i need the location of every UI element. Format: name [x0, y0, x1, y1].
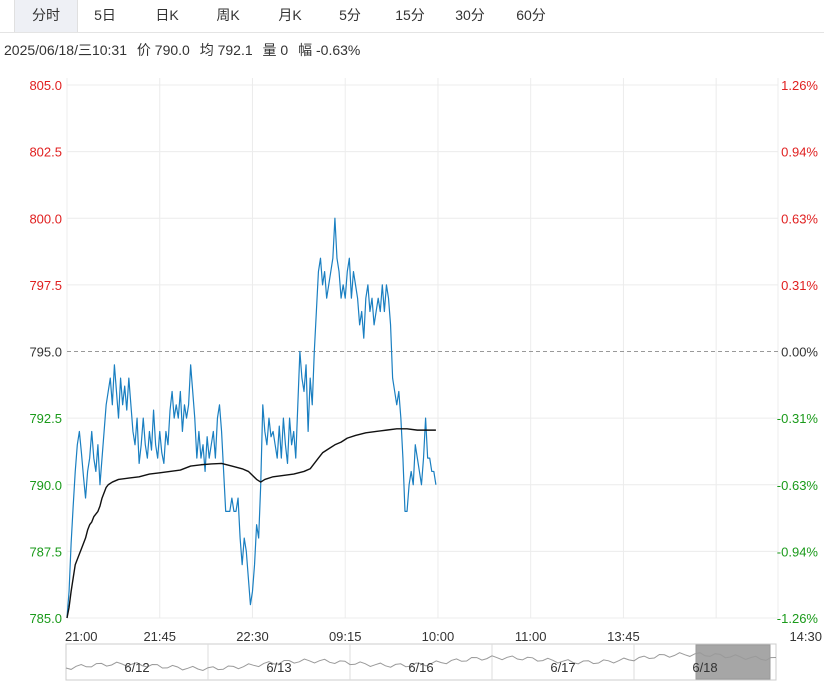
y-tick-label: 805.0: [29, 78, 62, 93]
x-tick-label: 14:30: [789, 629, 822, 644]
tab-monthly-k[interactable]: 月K: [278, 7, 302, 23]
x-tick-label: 13:45: [607, 629, 640, 644]
y-tick-label: 787.5: [29, 544, 62, 559]
quote-price: 价 790.0: [136, 42, 190, 58]
navigator-date-label: 6/18: [692, 660, 717, 675]
y-pct-label: 0.31%: [781, 278, 818, 293]
y-tick-label: 790.0: [29, 478, 62, 493]
y-pct-label: -1.26%: [777, 611, 819, 626]
y-pct-label: 1.26%: [781, 78, 818, 93]
navigator-frame: [65, 643, 777, 681]
y-tick-label: 795.0: [29, 345, 62, 360]
x-tick-label: 09:15: [329, 629, 362, 644]
y-tick-label: 802.5: [29, 145, 62, 160]
period-tabs: 分时 5日 日K 周K 月K 5分 15分 30分 60分: [0, 0, 824, 33]
y-tick-label: 785.0: [29, 611, 62, 626]
average-series-line: [66, 428, 436, 619]
y-tick-label: 797.5: [29, 278, 62, 293]
x-tick-label: 21:45: [143, 629, 176, 644]
quote-volume: 量 0: [262, 42, 289, 58]
tab-15min[interactable]: 15分: [395, 7, 425, 23]
x-tick-label: 22:30: [236, 629, 269, 644]
y-pct-label: 0.63%: [781, 211, 818, 226]
navigator-date-label: 6/17: [550, 660, 575, 675]
x-tick-label: 11:00: [515, 629, 547, 644]
y-tick-label: 792.5: [29, 411, 62, 426]
tab-5min[interactable]: 5分: [339, 7, 361, 23]
navigator-date-label: 6/13: [266, 660, 291, 675]
series-layer: [66, 217, 437, 619]
navigator[interactable]: 6/12 6/13 6/16 6/17 6/18: [65, 643, 777, 681]
navigator-trend-line: [65, 652, 777, 672]
x-tick-label: 10:00: [422, 629, 455, 644]
y-pct-label: -0.63%: [777, 478, 819, 493]
quote-change: 幅 -0.63%: [298, 42, 361, 58]
x-tick-label: 21:00: [65, 629, 98, 644]
navigator-date-label: 6/12: [124, 660, 149, 675]
tab-5day[interactable]: 5日: [94, 7, 116, 23]
y-pct-label: -0.94%: [777, 544, 819, 559]
tab-30min[interactable]: 30分: [455, 7, 485, 23]
y-pct-label: 0.00%: [781, 345, 818, 360]
grid-layer: [66, 78, 779, 619]
y-tick-label: 800.0: [29, 211, 62, 226]
tab-daily-k[interactable]: 日K: [155, 7, 179, 23]
price-series-line: [66, 217, 437, 619]
y-pct-label: 0.94%: [781, 145, 818, 160]
tab-weekly-k[interactable]: 周K: [216, 7, 240, 23]
quote-info-bar: 2025/06/18/三10:31 价 790.0 均 792.1 量 0 幅 …: [4, 40, 366, 60]
quote-average: 均 792.1: [199, 42, 253, 58]
navigator-selected-range: [695, 644, 771, 680]
quote-datetime: 2025/06/18/三10:31: [4, 42, 127, 58]
navigator-date-label: 6/16: [408, 660, 433, 675]
tab-60min[interactable]: 60分: [516, 7, 546, 23]
y-pct-label: -0.31%: [777, 411, 819, 426]
tab-intraday[interactable]: 分时: [14, 0, 78, 32]
axis-layer: 805.0 1.26% 802.5 0.94% 800.0 0.63% 797.5 0.31%…: [29, 78, 822, 644]
